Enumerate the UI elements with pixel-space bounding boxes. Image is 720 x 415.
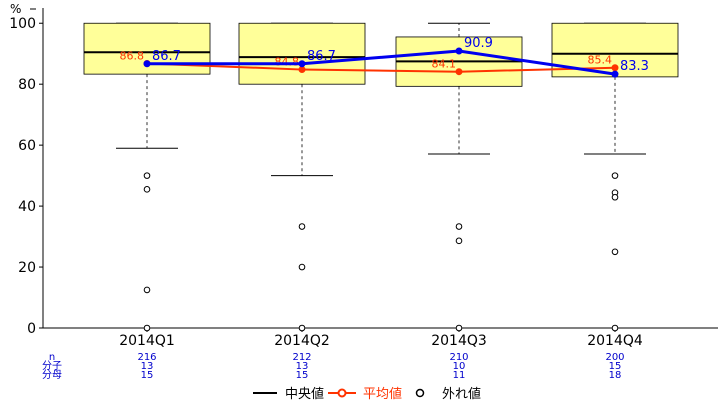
outlier-point — [611, 172, 619, 179]
outlier-point — [143, 172, 151, 179]
ratio-data-label: 90.9 — [464, 36, 493, 51]
count-value: 13 — [141, 361, 154, 372]
mean-point — [455, 68, 463, 76]
count-value: 13 — [296, 361, 309, 372]
legend-mean-marker — [337, 388, 347, 398]
y-tick-label: 60 — [18, 138, 36, 154]
mean-line — [146, 62, 616, 73]
y-tick-label: 40 — [18, 199, 36, 215]
count-row-label: 分子 — [42, 360, 62, 372]
legend-outlier-marker — [415, 388, 425, 398]
y-tick-label: 80 — [18, 77, 36, 93]
ratio-line — [147, 49, 616, 76]
y-tick-label: 20 — [18, 260, 36, 276]
ratio-point — [455, 47, 463, 55]
outlier-point — [611, 248, 619, 256]
outlier-point — [143, 186, 151, 193]
ratio-point — [611, 70, 619, 78]
mean-data-label: 84.1 — [432, 58, 457, 71]
ratio-data-label: 86.7 — [152, 49, 181, 64]
legend-median-label: 中央値 — [285, 386, 324, 402]
mean-data-label: 84.8 — [275, 56, 300, 69]
y-tick-label: 0 — [27, 321, 36, 337]
count-value: 18 — [609, 370, 622, 381]
count-row-label: n — [49, 352, 55, 363]
y-tick-label: 100 — [9, 16, 36, 32]
count-value: 15 — [141, 370, 154, 381]
y-unit-label: % — [10, 2, 21, 16]
outlier-point — [143, 286, 151, 294]
outlier-point — [611, 324, 619, 332]
count-row-label: 分母 — [42, 369, 62, 381]
outlier-point — [455, 324, 463, 332]
count-value: 210 — [449, 352, 468, 363]
count-value: 216 — [137, 352, 156, 363]
x-tick-label: 2014Q1 — [119, 333, 175, 349]
count-value: 212 — [292, 352, 311, 363]
mean-data-label: 86.8 — [120, 49, 145, 62]
x-tick-label: 2014Q3 — [431, 333, 487, 349]
count-value: 11 — [453, 370, 466, 381]
box-iqr — [238, 22, 366, 85]
x-tick-label: 2014Q4 — [587, 333, 643, 349]
ratio-data-label: 86.7 — [307, 49, 336, 64]
mean-point — [611, 64, 619, 72]
count-value: 10 — [453, 361, 466, 372]
outlier-point — [455, 237, 463, 245]
legend-mean-label: 平均値 — [363, 386, 402, 402]
outlier-point — [298, 324, 306, 332]
count-value: 200 — [605, 352, 624, 363]
count-value: 15 — [296, 370, 309, 381]
outlier-point — [298, 263, 306, 271]
outlier-point — [143, 324, 151, 332]
mean-data-label: 85.4 — [588, 54, 613, 67]
mean-point — [298, 66, 306, 74]
legend-outlier-label: 外れ値 — [442, 386, 481, 402]
ratio-data-label: 83.3 — [620, 59, 649, 74]
outlier-point — [298, 223, 306, 230]
x-tick-label: 2014Q2 — [274, 333, 330, 349]
ratio-point — [298, 60, 306, 68]
outlier-point — [455, 223, 463, 230]
outlier-point — [611, 193, 619, 201]
count-value: 15 — [609, 361, 622, 372]
ratio-point — [143, 60, 151, 68]
